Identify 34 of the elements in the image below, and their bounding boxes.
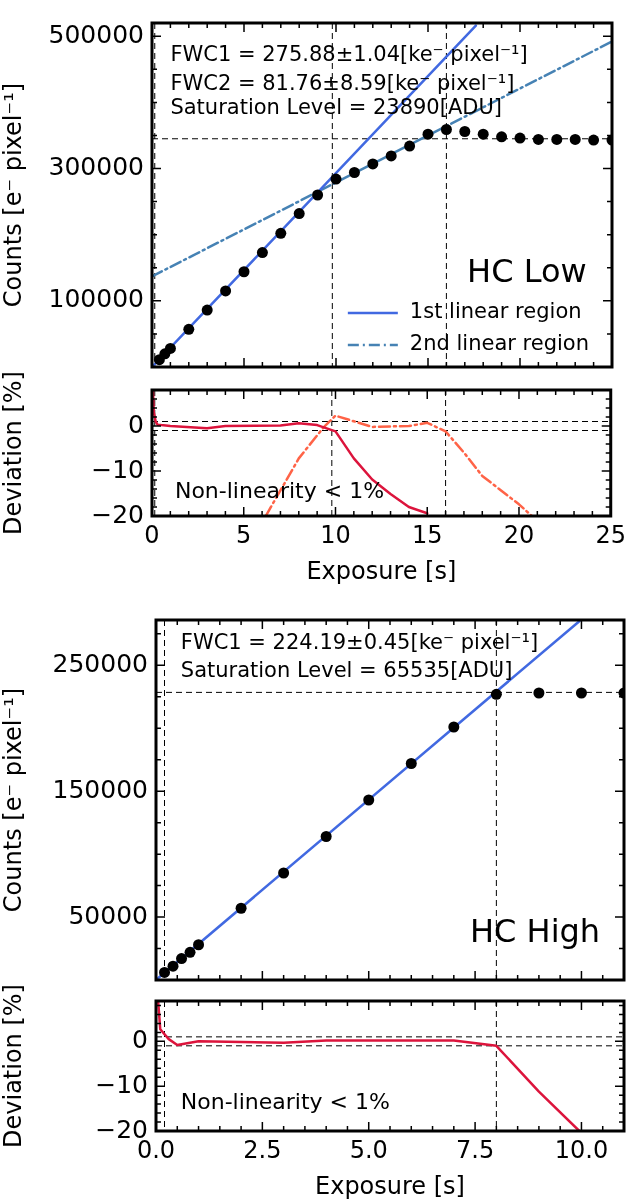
y-tick-label: 50000 [68,900,148,930]
annotation: Saturation Level = 65535[ADU] [180,657,513,682]
y-tick-label: −10 [91,454,144,484]
y-tick-label: 0 [128,409,144,439]
y-tick-label: 0 [132,1024,148,1054]
annotation: HC Low [467,252,587,291]
x-tick-label: 25 [595,520,626,549]
y-axis-title: Counts [e⁻ pixel⁻¹] [0,82,27,308]
x-axis-title: Exposure [s] [306,556,457,585]
annotation: FWC1 = 275.88±1.04[ke⁻ pixel⁻¹] [170,41,528,66]
annotation: FWC1 = 224.19±0.45[ke⁻ pixel⁻¹] [180,630,539,655]
y-tick-label: 150000 [52,774,148,804]
x-tick-label: 5 [236,520,252,549]
y-axis-title: Counts [e⁻ pixel⁻¹] [0,687,27,913]
x-tick-label: 2.5 [243,1135,282,1164]
y-tick-label: 100000 [48,284,144,314]
y-tick-label: 500000 [48,19,144,49]
y-tick-label: −20 [91,499,144,529]
annotation: Non-linearity < 1% [180,1088,390,1114]
legend-label: 2nd linear region [409,331,590,356]
x-tick-label: 10 [320,520,351,549]
y-axis-title: Deviation [%] [0,984,27,1148]
legend-label: 1st linear region [409,299,582,324]
x-tick-label: 5.0 [349,1135,388,1164]
x-axis-title: Exposure [s] [315,1171,465,1200]
y-tick-label: 250000 [52,648,148,678]
x-tick-label: 15 [411,520,443,549]
x-tick-label: 7.5 [456,1135,495,1164]
y-tick-label: −10 [95,1069,148,1099]
y-axis-title: Deviation [%] [0,371,27,535]
x-tick-label: 20 [503,520,535,549]
y-tick-label: 300000 [48,152,144,182]
annotation: HC High [470,912,601,951]
x-tick-label: 10.0 [554,1135,609,1164]
